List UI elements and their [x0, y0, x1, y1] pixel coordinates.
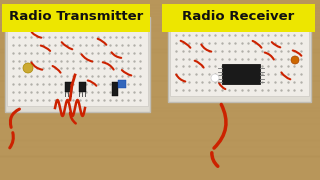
Bar: [7, 21, 148, 106]
Text: Radio Receiver: Radio Receiver: [182, 10, 294, 24]
Bar: [162, 4, 315, 32]
Bar: [222, 64, 260, 84]
Bar: [7, 21, 148, 29]
Bar: [112, 82, 118, 96]
Circle shape: [23, 63, 33, 73]
Bar: [79, 82, 86, 92]
Bar: [170, 21, 309, 96]
Bar: [168, 17, 311, 102]
Bar: [2, 4, 150, 32]
Circle shape: [291, 56, 299, 64]
Bar: [5, 17, 150, 112]
Circle shape: [211, 74, 219, 82]
Bar: [65, 82, 72, 92]
Bar: [118, 80, 126, 88]
Text: Radio Transmitter: Radio Transmitter: [9, 10, 143, 24]
Bar: [170, 21, 309, 29]
